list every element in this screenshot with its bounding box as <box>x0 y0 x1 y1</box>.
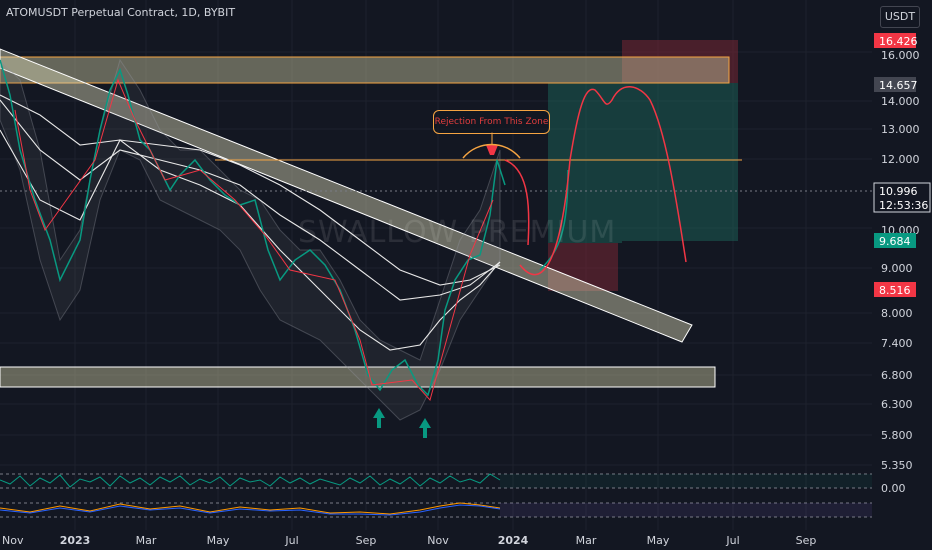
y-tick-label: 14.000 <box>881 95 920 108</box>
currency-button[interactable]: USDT <box>880 6 920 28</box>
x-tick-label: Mar <box>576 534 597 547</box>
bollinger-band <box>0 58 501 421</box>
price-candles <box>0 59 506 397</box>
x-tick-label: Jul <box>284 534 298 547</box>
ma-mid <box>0 99 501 301</box>
badge-current-price: 10.996 12:53:36 <box>873 182 931 213</box>
watermark: SWALLOW PREMIUM <box>298 215 617 250</box>
oscillator-line <box>0 473 501 488</box>
x-tick-label: Mar <box>136 534 157 547</box>
x-tick-label: 2024 <box>498 534 529 547</box>
ma-long <box>0 94 501 286</box>
badge-stop-high: 16.426 <box>874 33 918 48</box>
x-tick-label: Jul <box>725 534 739 547</box>
price-candles-red <box>14 78 494 402</box>
badge-target: 14.657 <box>874 77 918 92</box>
target-zone-2 <box>622 83 738 241</box>
y-tick-label: 7.400 <box>881 337 913 350</box>
x-tick-label: May <box>647 534 670 547</box>
badge-stop: 8.516 <box>874 282 916 297</box>
chart-title: ATOMUSDT Perpetual Contract, 1D, BYBIT <box>6 6 236 19</box>
x-tick-label: May <box>207 534 230 547</box>
y-tick-label: 9.000 <box>881 262 913 275</box>
x-tick-label: 2023 <box>60 534 91 547</box>
y-tick-label: 5.800 <box>881 429 913 442</box>
arrow-down-icon <box>486 145 498 155</box>
target-zone <box>548 83 622 243</box>
y-tick-label: 6.300 <box>881 398 913 411</box>
oscillator2-line-a <box>0 502 501 515</box>
y-tick-label: 5.350 <box>881 459 913 472</box>
oscillator2-band <box>500 503 872 517</box>
svg-text:16.426: 16.426 <box>879 35 918 48</box>
badge-entry: 9.684 <box>874 233 916 248</box>
arrow-up-icon-2 <box>419 418 431 438</box>
x-tick-label: Nov <box>427 534 449 547</box>
rejection-callout: Rejection From This Zone <box>433 110 550 134</box>
x-tick-label: Sep <box>796 534 817 547</box>
grid-lines <box>0 0 872 530</box>
svg-text:14.657: 14.657 <box>879 79 918 92</box>
arrow-up-icon <box>373 408 385 428</box>
svg-text:8.516: 8.516 <box>879 284 911 297</box>
y-tick-label: 12.000 <box>881 153 920 166</box>
ma-short <box>0 129 501 351</box>
y-tick-label: 13.000 <box>881 123 920 136</box>
x-axis-ticks: Nov 2023 Mar May Jul Sep Nov 2024 Mar May Jul Sep <box>2 534 816 547</box>
oscillator-band <box>500 474 872 488</box>
descending-trendline-channel <box>0 48 693 343</box>
x-tick-label: Nov <box>2 534 24 547</box>
y-tick-label: 16.000 <box>881 49 920 62</box>
oscillator2-line-b <box>0 504 501 516</box>
resistance-zone <box>0 56 730 84</box>
y-axis-ticks: 16.00014.00013.00012.00010.0009.0008.000… <box>881 49 920 472</box>
projection-down <box>504 159 530 246</box>
stop-zone-2 <box>622 40 738 83</box>
svg-text:12:53:36: 12:53:36 <box>879 199 928 212</box>
svg-text:9.684: 9.684 <box>879 235 911 248</box>
support-zone <box>0 366 716 388</box>
y-tick-label: 6.800 <box>881 369 913 382</box>
x-tick-label: Sep <box>356 534 377 547</box>
oscillator-zero-label: 0.00 <box>881 482 906 495</box>
stop-zone <box>548 243 618 291</box>
svg-text:10.996: 10.996 <box>879 185 918 198</box>
y-tick-label: 8.000 <box>881 307 913 320</box>
projection-swing <box>519 86 687 276</box>
